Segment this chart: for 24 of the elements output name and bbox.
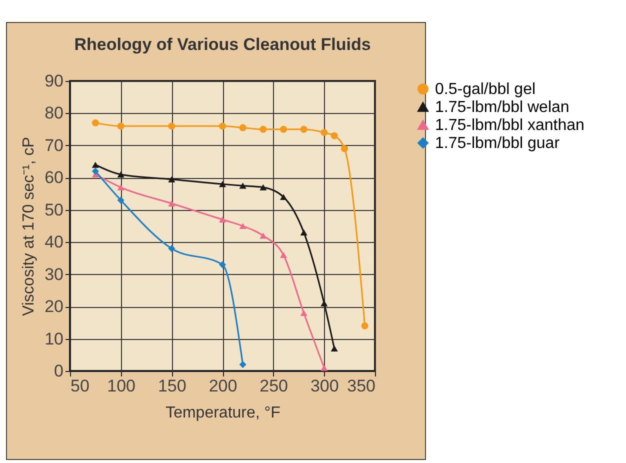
- y-tick-label: 0: [54, 362, 64, 380]
- x-tick-label: 350: [347, 376, 376, 396]
- legend-label: 1.75-lbm/bbl guar: [435, 135, 560, 152]
- legend-label: 0.5-gal/bbl gel: [435, 81, 536, 98]
- legend-label: 1.75-lbm/bbl welan: [435, 99, 570, 116]
- legend-label: 1.75-lbm/bbl xanthan: [435, 117, 584, 134]
- x-tick-label: 150: [158, 376, 186, 396]
- chart-title: Rheology of Various Cleanout Fluids: [74, 35, 371, 54]
- y-tick-label: 80: [44, 104, 64, 123]
- y-tick-label: 60: [44, 168, 64, 188]
- x-tick-label: 50: [70, 376, 90, 396]
- y-tick-label: 30: [44, 264, 64, 284]
- x-axis-title: Temperature, °F: [166, 404, 281, 422]
- y-tick-label: 40: [44, 232, 64, 252]
- x-tick-label: 250: [260, 376, 288, 396]
- y-tick-label: 10: [44, 329, 64, 348]
- x-tick-label: 200: [208, 376, 238, 396]
- y-tick-label: 20: [44, 297, 64, 316]
- y-tick-label: 70: [44, 136, 64, 155]
- x-tick-label: 100: [107, 376, 136, 396]
- x-tick-label: 300: [310, 376, 339, 396]
- y-axis-title: Viscosity at 170 sec⁻¹, cP: [20, 137, 38, 316]
- y-tick-label: 50: [44, 200, 64, 220]
- y-tick-label: 90: [44, 72, 64, 90]
